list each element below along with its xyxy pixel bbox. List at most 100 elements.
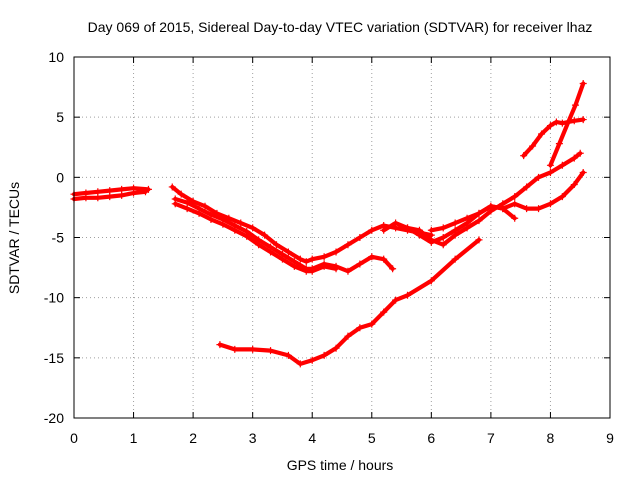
data-point [546, 169, 554, 177]
data-point [368, 253, 376, 261]
data-point [356, 324, 364, 332]
data-point [380, 308, 388, 316]
x-tick-labels: 0 1 2 3 4 5 6 7 8 9 [70, 430, 614, 446]
data-point [302, 267, 310, 275]
y-tick-label: -20 [44, 410, 64, 426]
data-point [520, 152, 528, 160]
series-group [70, 79, 587, 368]
data-point [219, 220, 227, 228]
data-point [451, 219, 459, 227]
data-point [296, 255, 304, 263]
data-point [284, 248, 292, 256]
data-point [576, 149, 584, 157]
data-point [255, 241, 263, 249]
data-point [344, 241, 352, 249]
data-point [475, 236, 483, 244]
data-point [195, 209, 203, 217]
data-point [106, 187, 114, 195]
data-point [216, 341, 224, 349]
data-point [94, 194, 102, 202]
axis-ticks [73, 56, 611, 419]
x-tick-label: 1 [130, 430, 138, 446]
data-point [130, 189, 138, 197]
data-point [106, 193, 114, 201]
data-point [302, 258, 310, 266]
data-point [94, 188, 102, 196]
data-point [118, 191, 126, 199]
data-point [451, 226, 459, 234]
data-point [237, 219, 245, 227]
data-point [570, 117, 578, 125]
data-point [511, 214, 519, 222]
data-point [546, 122, 554, 130]
y-tick-label: -15 [44, 350, 64, 366]
data-point [368, 320, 376, 328]
data-point [308, 356, 316, 364]
x-tick-label: 5 [368, 430, 376, 446]
x-tick-label: 0 [70, 430, 78, 446]
data-point [207, 215, 215, 223]
data-point [564, 118, 572, 126]
data-point [267, 248, 275, 256]
data-point [552, 118, 560, 126]
series-arc-k [546, 79, 587, 169]
data-point [571, 101, 579, 109]
data-point [344, 267, 352, 275]
data-point [439, 224, 447, 232]
data-point [243, 232, 251, 240]
data-point [201, 202, 209, 210]
data-point [141, 188, 149, 196]
data-point [535, 205, 543, 213]
y-tick-label: 5 [56, 109, 64, 125]
data-point [511, 200, 519, 208]
data-point [546, 161, 554, 169]
series-arc-f [216, 236, 483, 368]
data-point [570, 154, 578, 162]
data-point [523, 183, 531, 191]
data-point [538, 130, 546, 138]
data-point [380, 255, 388, 263]
data-point [231, 226, 239, 234]
x-tick-label: 9 [606, 430, 614, 446]
data-point [404, 291, 412, 299]
grid [74, 57, 610, 418]
data-point [558, 119, 566, 127]
y-axis-label: SDTVAR / TECUs [6, 182, 22, 294]
data-point [278, 255, 286, 263]
data-point [249, 345, 257, 353]
data-point [183, 205, 191, 213]
y-tick-label: -5 [52, 230, 65, 246]
x-tick-label: 4 [308, 430, 316, 446]
data-point [475, 217, 483, 225]
data-point [389, 265, 397, 273]
data-point [535, 173, 543, 181]
data-point [475, 209, 483, 217]
data-point [487, 202, 495, 210]
series-arc-e [171, 200, 340, 275]
data-point [579, 116, 587, 124]
data-point [570, 181, 578, 189]
x-axis-label: GPS time / hours [287, 457, 394, 473]
data-point [579, 169, 587, 177]
data-point [427, 238, 435, 246]
data-point [392, 296, 400, 304]
data-point [463, 214, 471, 222]
data-point [261, 231, 269, 239]
data-point [558, 161, 566, 169]
data-point [558, 193, 566, 201]
data-point [308, 267, 316, 275]
data-point [82, 194, 90, 202]
data-point [320, 351, 328, 359]
data-point [171, 200, 179, 208]
data-point [439, 241, 447, 249]
data-point [177, 190, 185, 198]
data-point [249, 224, 257, 232]
data-point [332, 344, 340, 352]
data-point [427, 277, 435, 285]
data-point [404, 224, 412, 232]
data-point [344, 332, 352, 340]
data-point [272, 241, 280, 249]
series-arc-g [380, 149, 584, 249]
x-tick-label: 2 [189, 430, 197, 446]
y-tick-label: 10 [48, 49, 64, 65]
